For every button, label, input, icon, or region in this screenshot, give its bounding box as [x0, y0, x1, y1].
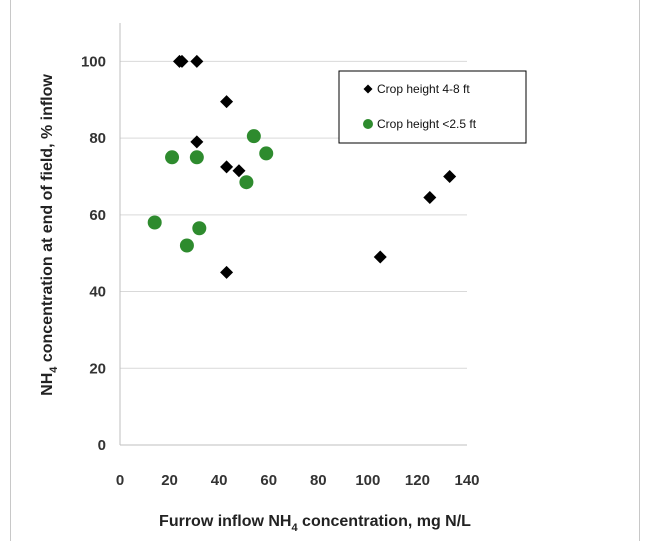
data-point-tall-crop — [190, 135, 204, 149]
legend-marker — [363, 119, 373, 129]
x-tick-label: 100 — [355, 472, 380, 489]
data-point-short-crop — [165, 150, 180, 165]
data-point-short-crop — [189, 150, 204, 165]
data-point-tall-crop — [220, 95, 234, 109]
data-points — [147, 54, 457, 279]
x-tick-label: 20 — [161, 472, 178, 489]
y-axis-title-tail: concentration at end of field, % inflow — [39, 74, 56, 367]
data-point-tall-crop — [423, 191, 437, 205]
data-point-short-crop — [246, 129, 261, 144]
data-point-tall-crop — [373, 250, 387, 264]
legend-marker — [363, 84, 373, 94]
x-axis-title-main: Furrow inflow NH — [159, 513, 291, 530]
legend: Crop height 4-8 ft Crop height <2.5 ft — [338, 70, 527, 144]
data-point-tall-crop — [232, 164, 246, 178]
data-point-tall-crop — [443, 169, 457, 183]
y-tick-label: 60 — [89, 207, 106, 224]
y-tick-label: 0 — [98, 437, 106, 454]
data-point-short-crop — [179, 238, 194, 253]
data-point-short-crop — [192, 221, 207, 236]
chart-frame — [10, 0, 640, 541]
x-axis-title-sub: 4 — [291, 522, 298, 534]
tick-labels: 0 20 40 60 80 100 0 20 40 60 80 100 120 140 — [81, 53, 480, 489]
data-point-tall-crop — [175, 54, 189, 68]
x-tick-label: 120 — [405, 472, 430, 489]
y-axis-title: NH4 concentration at end of field, % inf… — [39, 74, 60, 396]
y-tick-label: 100 — [81, 53, 106, 70]
data-point-short-crop — [239, 175, 254, 190]
y-axis-title-main: NH — [39, 373, 56, 396]
data-point-tall-crop — [220, 265, 234, 279]
x-tick-label: 140 — [454, 472, 479, 489]
y-tick-label: 80 — [89, 130, 106, 147]
legend-box — [338, 70, 527, 144]
data-point-short-crop — [147, 215, 162, 230]
x-axis-title: Furrow inflow NH4 concentration, mg N/L — [159, 513, 471, 534]
legend-label: Crop height 4-8 ft — [377, 82, 470, 96]
data-point-tall-crop — [190, 54, 204, 68]
axes — [119, 23, 467, 446]
legend-label: Crop height <2.5 ft — [377, 117, 477, 131]
y-tick-label: 40 — [89, 284, 106, 301]
x-tick-label: 60 — [260, 472, 277, 489]
data-point-tall-crop — [220, 160, 234, 174]
y-axis-title-sub: 4 — [48, 366, 60, 373]
x-tick-label: 40 — [211, 472, 228, 489]
y-tick-label: 20 — [89, 360, 106, 377]
x-axis-title-tail: concentration, mg N/L — [298, 513, 472, 530]
x-tick-label: 80 — [310, 472, 327, 489]
x-tick-label: 0 — [116, 472, 124, 489]
data-point-short-crop — [259, 146, 274, 161]
